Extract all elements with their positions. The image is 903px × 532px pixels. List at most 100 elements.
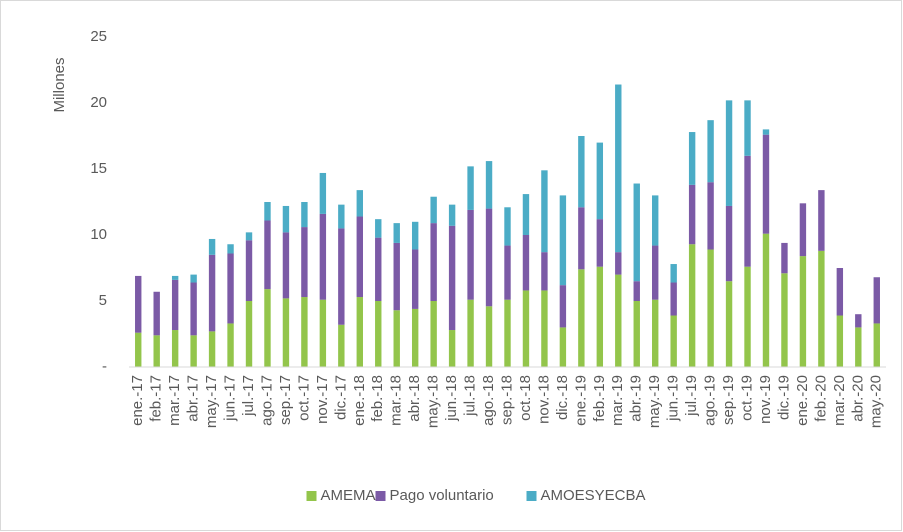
bar-segment [282, 232, 290, 299]
bar-segment [282, 298, 290, 367]
bar-segment [615, 84, 622, 253]
bar-segment [596, 142, 604, 220]
bar-segment [190, 282, 197, 336]
bar-segment [245, 240, 253, 301]
bar-segment [430, 223, 437, 301]
x-tick-label: mar.-18 [388, 375, 405, 426]
bar-segment [670, 282, 677, 316]
legend-swatch [375, 491, 386, 501]
x-tick-label: abr.-17 [185, 375, 202, 422]
bar-segment [762, 233, 770, 367]
bar-segment [356, 216, 363, 298]
bar-segment [855, 314, 862, 328]
bar-segment [245, 301, 253, 367]
bar-segment [485, 161, 493, 209]
bar-segment [522, 194, 530, 235]
x-tick-label: mar.-19 [609, 375, 626, 426]
bar-segment [208, 238, 216, 255]
x-tick-label: abr.-20 [849, 375, 866, 422]
bar-segment [578, 207, 585, 270]
bar-segment [485, 208, 493, 307]
y-axis-label: Millones [51, 57, 68, 112]
bar-segment [873, 323, 880, 367]
bar-segment [541, 290, 548, 367]
x-tick-label: jun.-17 [222, 375, 239, 422]
bar-segment [375, 301, 382, 367]
bar-segment [171, 275, 179, 280]
bar-segment [873, 277, 880, 324]
x-tick-label: jul.-19 [683, 375, 700, 417]
bar-segment [707, 182, 714, 250]
bar-segment [338, 324, 345, 367]
bar-segment [541, 252, 548, 291]
x-tick-label: mar.-17 [166, 375, 183, 426]
x-tick-label: dic.-17 [332, 375, 349, 420]
bar-segment [836, 268, 844, 316]
bar-segment [393, 310, 400, 367]
bar-segment [153, 335, 160, 367]
x-tick-label: jul.-17 [240, 375, 257, 417]
y-tick-label: 15 [90, 160, 107, 177]
x-tick-label: sep.-19 [720, 375, 737, 425]
bar-segment [836, 315, 844, 367]
y-tick-label: 20 [90, 94, 107, 111]
legend-swatch [526, 491, 537, 501]
bar-segment [652, 245, 659, 300]
bar-segment [264, 220, 271, 290]
bar-segment [633, 183, 640, 282]
bar-segment [799, 203, 807, 257]
x-tick-label: feb.-18 [369, 375, 386, 422]
bar-segment [596, 219, 604, 267]
bar-segment [227, 253, 234, 324]
x-tick-label: may.-20 [868, 375, 885, 428]
x-tick-label: nov.-18 [535, 375, 552, 424]
bar-segment [338, 228, 345, 325]
x-tick-label: oct.-17 [295, 375, 312, 421]
bar-segment [301, 297, 308, 367]
bar-segment [615, 252, 622, 275]
x-tick-label: ago.-17 [258, 375, 275, 426]
x-tick-label: abr.-19 [628, 375, 645, 422]
legend-label: AMEMA [321, 487, 376, 504]
bar-segment [762, 134, 770, 234]
bar-segment [375, 219, 382, 238]
bar-segment [319, 213, 327, 300]
bar-segment [799, 256, 807, 367]
bar-segment [855, 327, 862, 367]
x-tick-label: mar.-20 [831, 375, 848, 426]
bar-segment [781, 273, 788, 367]
bar-segment [301, 227, 308, 298]
bar-segment [652, 195, 659, 246]
x-tick-label: may.-19 [646, 375, 663, 428]
bar-segment [190, 274, 197, 283]
x-tick-label: nov.-19 [757, 375, 774, 424]
x-tick-label: ago.-18 [480, 375, 497, 426]
bar-segment [707, 249, 714, 367]
bar-segment [282, 205, 290, 233]
bar-segment [744, 266, 751, 367]
bar-segment [171, 330, 179, 367]
bar-segment [208, 331, 216, 367]
bar-segment [559, 195, 567, 286]
x-tick-label: nov.-17 [314, 375, 331, 424]
bar-segment [301, 202, 308, 228]
bar-segment [688, 184, 696, 245]
y-tick-label: 25 [90, 28, 107, 45]
bar-segment [818, 250, 825, 367]
y-tick-label: 10 [90, 226, 107, 243]
bar-segment [522, 235, 530, 291]
x-tick-label: dic.-18 [554, 375, 571, 420]
bar-segment [448, 204, 456, 226]
bar-segment [652, 299, 659, 367]
x-tick-label: sep.-17 [277, 375, 294, 425]
bar-segment [522, 290, 530, 367]
bar-segment [578, 269, 585, 367]
bar-segment [559, 285, 567, 328]
bar-segment [504, 245, 511, 300]
bar-segment [171, 279, 179, 331]
x-tick-label: feb.-20 [812, 375, 829, 422]
bar-segment [578, 136, 585, 208]
bar-segment [818, 190, 825, 251]
x-tick-label: ene.-17 [129, 375, 146, 426]
